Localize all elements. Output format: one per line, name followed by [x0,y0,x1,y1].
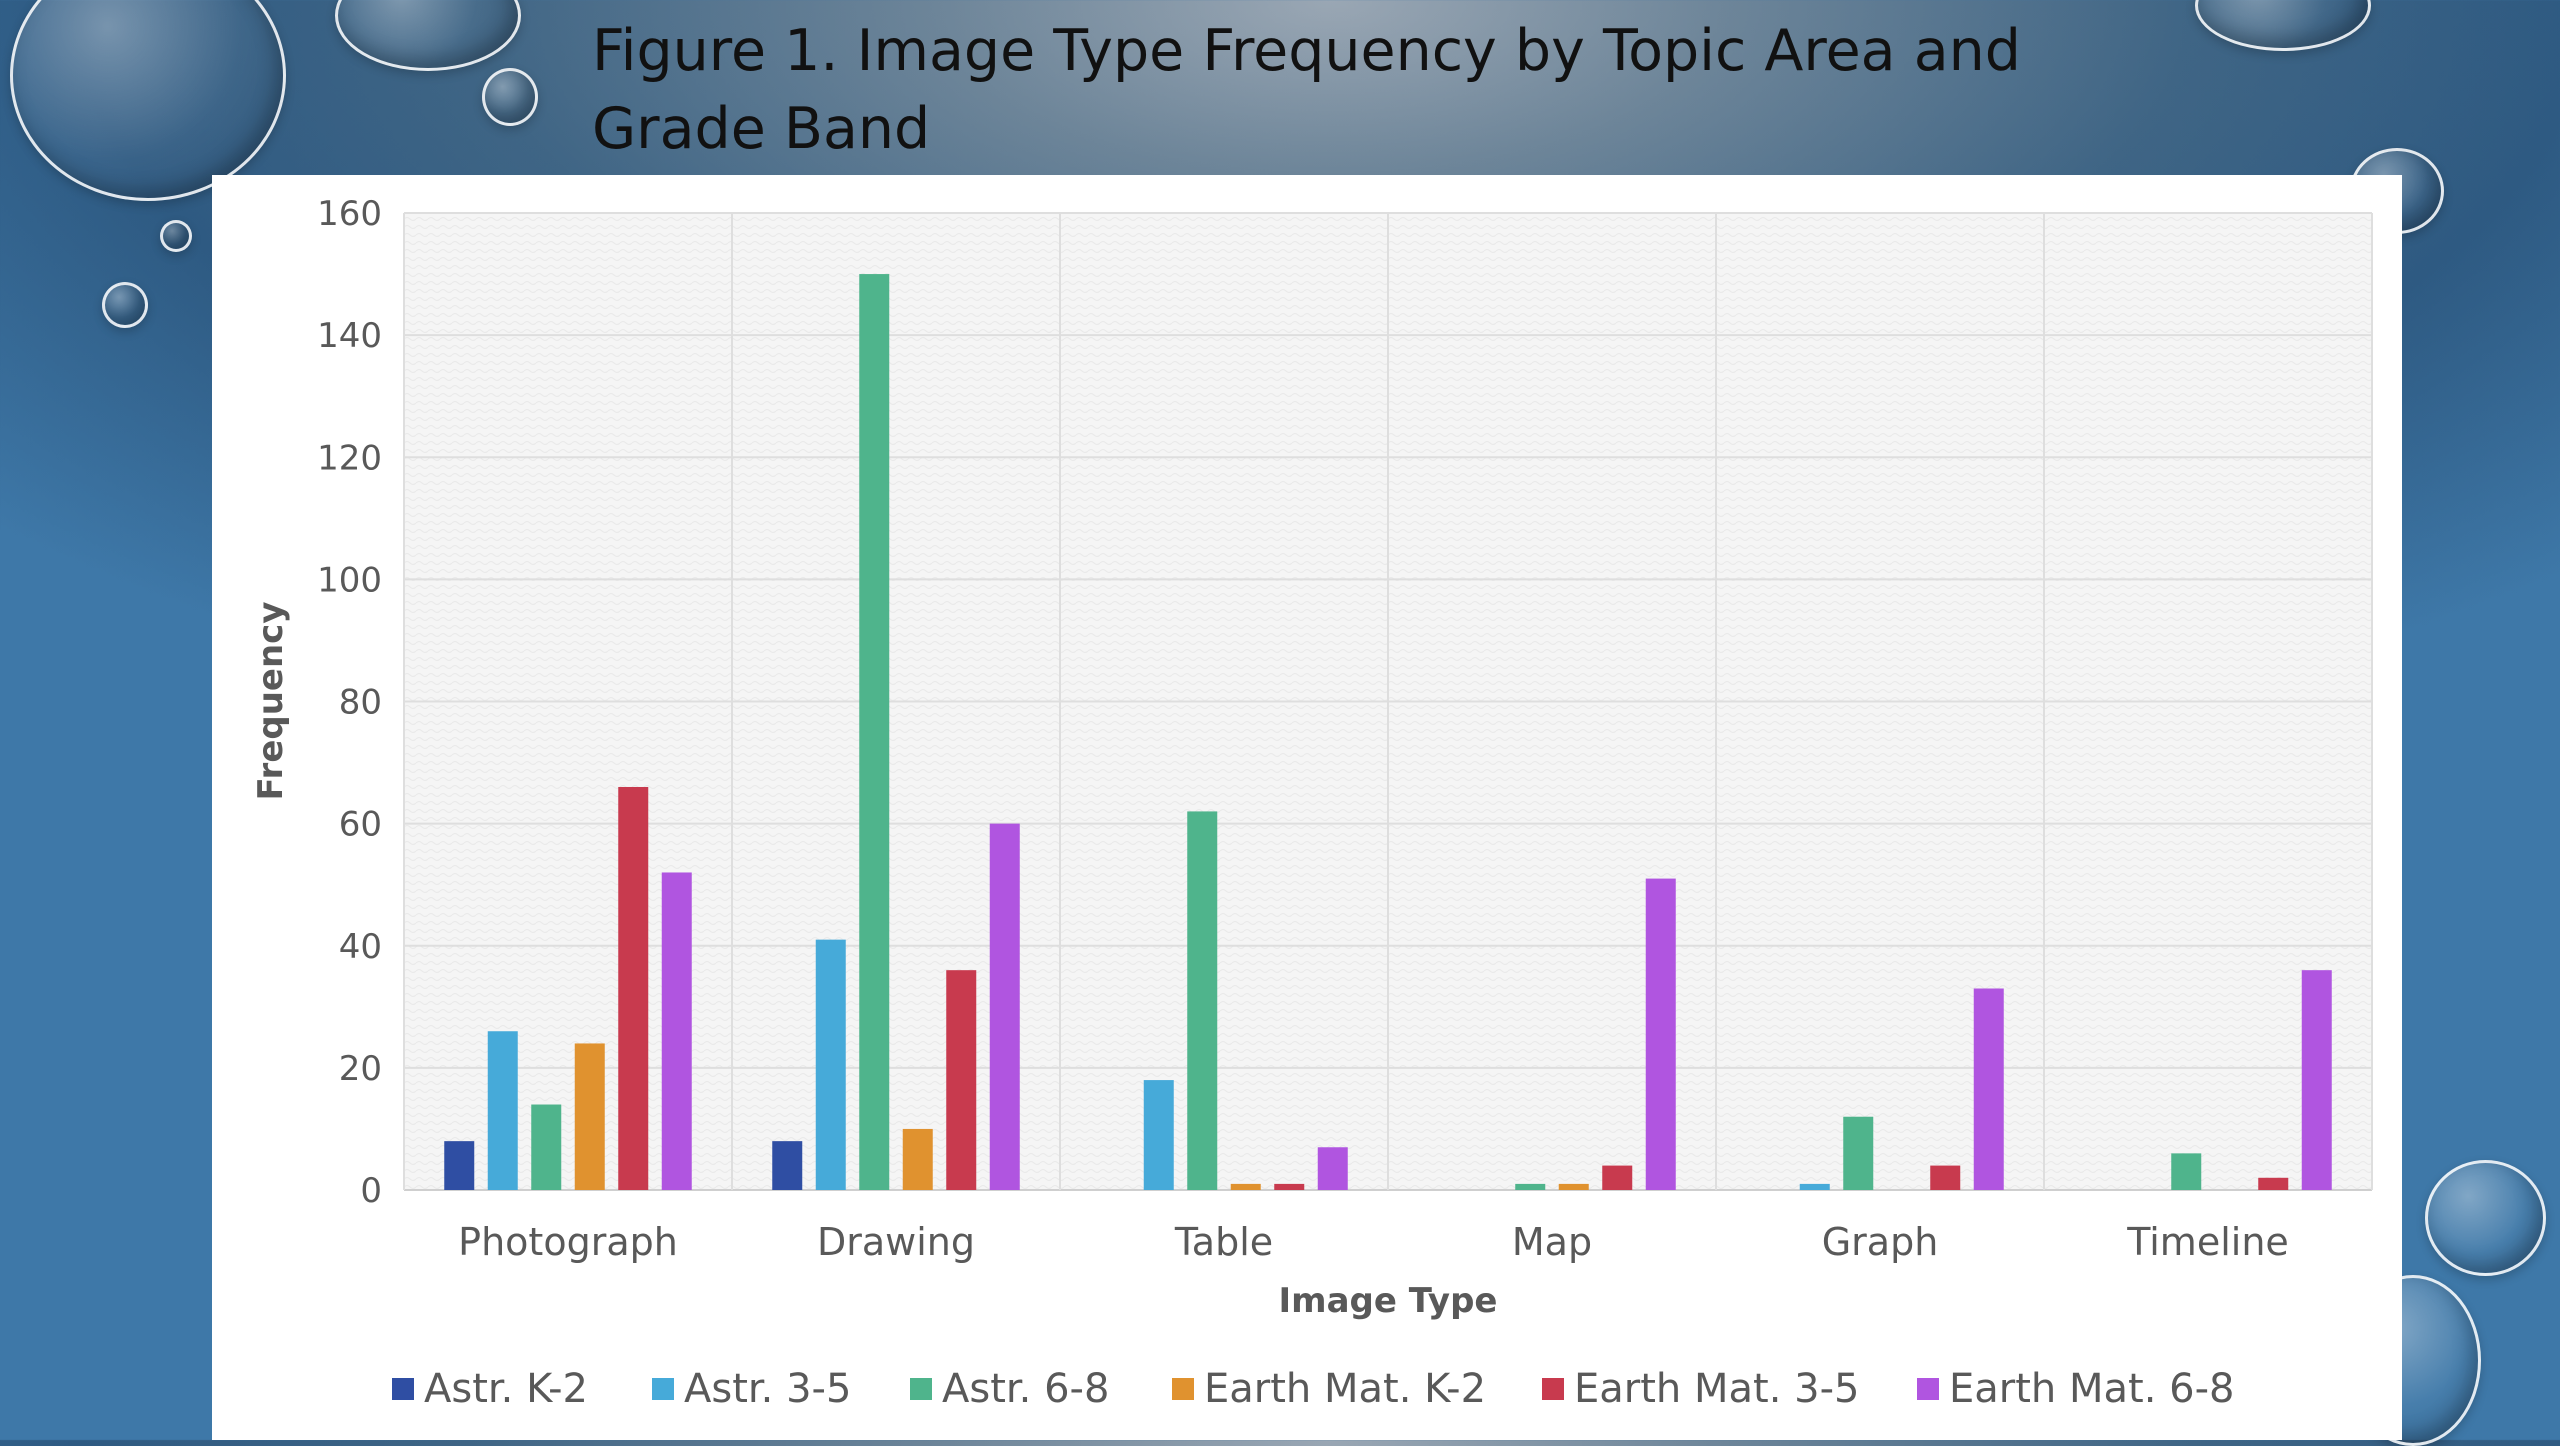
decor-bubble-large [10,0,286,201]
y-tick-label: 0 [360,1171,382,1211]
x-axis-labels: Photograph Drawing Table Map Graph Timeline [458,1220,2289,1264]
bar [1515,1183,1546,1190]
legend-label: Astr. K-2 [424,1366,588,1412]
bar [1799,1183,1830,1190]
legend-label: Earth Mat. K-2 [1204,1366,1486,1412]
chart-panel: 0 20 40 60 80 100 120 140 160 Photograph Drawing T… [212,175,2402,1440]
legend: Astr. K-2 Astr. 3-5 Astr. 6-8 Earth Mat. K-… [392,1366,2234,1412]
legend-swatch [1917,1378,1939,1400]
bar [444,1141,475,1190]
legend-swatch [1172,1378,1194,1400]
x-tick-label: Map [1512,1220,1592,1264]
bar [989,823,1020,1190]
slide-title: Figure 1. Image Type Frequency by Topic … [592,18,2021,162]
decor-bubble-right-lower [2425,1160,2546,1276]
y-tick-label: 20 [339,1049,382,1089]
bar [661,872,692,1190]
x-axis-title: Image Type [1279,1281,1498,1321]
decor-bubble-tiny [160,220,192,252]
bar [1317,1147,1348,1190]
bar [815,939,846,1190]
bar [2258,1177,2289,1190]
bar [618,786,649,1190]
bar [1602,1165,1633,1190]
y-tick-label: 100 [317,560,382,600]
decor-bubble-top-right [2195,0,2371,51]
legend-swatch [1542,1378,1564,1400]
gridlines [403,212,2373,1191]
bars [444,274,2332,1190]
y-tick-label: 160 [317,194,382,234]
bar [1230,1183,1261,1190]
y-tick-label: 60 [339,805,382,845]
bar [772,1141,803,1190]
bar [1274,1183,1305,1190]
legend-swatch [392,1378,414,1400]
bar [487,1031,518,1190]
legend-label: Astr. 6-8 [942,1366,1109,1412]
y-tick-label: 80 [339,683,382,723]
y-tick-label: 120 [317,438,382,478]
legend-swatch [652,1378,674,1400]
bar [1973,988,2004,1190]
x-tick-label: Graph [1822,1220,1939,1264]
bar [1930,1165,1961,1190]
x-tick-label: Photograph [458,1220,678,1264]
bar [1645,878,1676,1190]
legend-label: Astr. 3-5 [684,1366,851,1412]
bar [1187,811,1218,1190]
y-axis-ticks: 0 20 40 60 80 100 120 140 160 [317,194,382,1211]
bar [1143,1080,1174,1190]
y-tick-label: 40 [339,927,382,967]
decor-bubble-tiny [102,282,148,328]
decor-bubble-small [482,68,538,126]
x-tick-label: Timeline [2126,1220,2289,1264]
decor-bubble-top [335,0,521,71]
bar [1558,1183,1589,1190]
bar [2301,970,2332,1190]
bar [1843,1116,1874,1190]
x-tick-label: Drawing [817,1220,975,1264]
bar [902,1128,933,1190]
legend-label: Earth Mat. 3-5 [1574,1366,1859,1412]
bar [859,274,890,1190]
bar-chart: 0 20 40 60 80 100 120 140 160 Photograph Drawing T… [251,194,2373,1412]
y-tick-label: 140 [317,316,382,356]
bar [946,970,977,1190]
y-axis-title: Frequency [251,601,291,800]
bar [2171,1153,2202,1190]
bar [531,1104,562,1190]
legend-swatch [910,1378,932,1400]
legend-label: Earth Mat. 6-8 [1949,1366,2234,1412]
x-tick-label: Table [1174,1220,1273,1264]
bar [574,1043,605,1190]
